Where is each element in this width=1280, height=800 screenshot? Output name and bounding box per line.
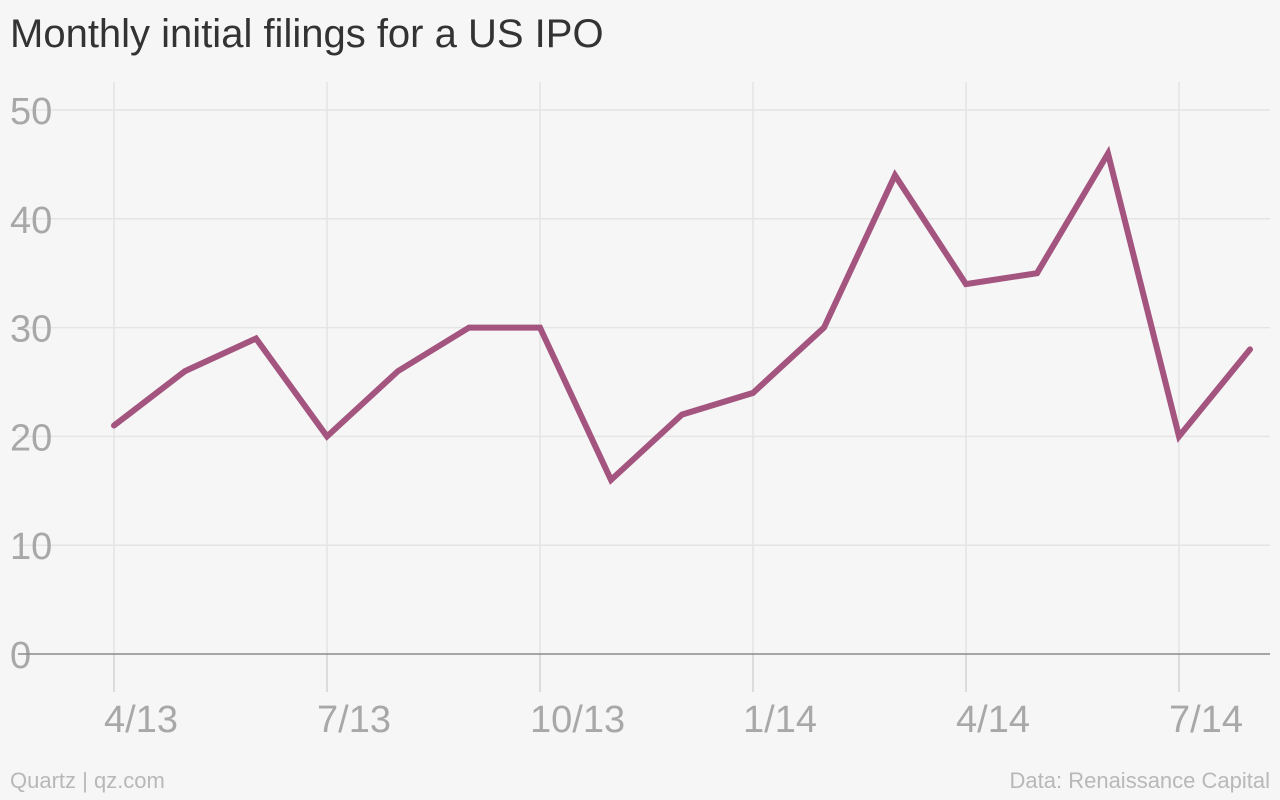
y-tick-label: 40 — [10, 200, 52, 242]
grid-lines — [18, 82, 1270, 692]
y-tick-label: 50 — [10, 91, 52, 133]
series-layer — [111, 145, 1253, 485]
y-axis-tick-labels: 0 10 20 30 40 50 — [10, 91, 52, 677]
x-axis-tick-labels: 4/13 7/13 10/13 1/14 4/14 7/14 — [104, 699, 1243, 741]
x-tick-label: 10/13 — [530, 699, 625, 741]
x-tick-label: 4/14 — [956, 699, 1030, 741]
y-tick-label: 0 — [10, 635, 31, 677]
y-tick-label: 10 — [10, 526, 52, 568]
chart-title: Monthly initial filings for a US IPO — [10, 12, 604, 56]
y-tick-label: 30 — [10, 309, 52, 351]
data-credit: Data: Renaissance Capital — [1009, 768, 1270, 793]
series-line — [111, 145, 1253, 485]
source-credit: Quartz | qz.com — [10, 768, 165, 793]
x-tick-label: 7/13 — [317, 699, 391, 741]
x-tick-label: 7/14 — [1169, 699, 1243, 741]
x-tick-label: 4/13 — [104, 699, 178, 741]
y-tick-label: 20 — [10, 417, 52, 459]
x-tick-label: 1/14 — [743, 699, 817, 741]
